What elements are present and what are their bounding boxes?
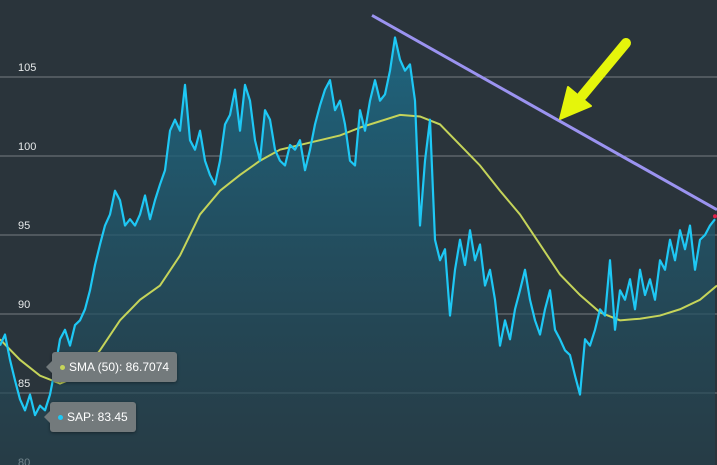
annotation-arrow-shaft <box>577 38 631 101</box>
last-point-marker <box>713 214 717 219</box>
y-tick-label: 105 <box>18 62 36 74</box>
sap-area <box>0 37 715 465</box>
sap-dot-icon <box>58 415 63 421</box>
tooltip-sma: SMA (50): 86.7074 <box>45 352 178 382</box>
y-tick-label: 95 <box>18 220 30 232</box>
annotation-arrow-head-icon <box>559 86 592 120</box>
y-tick-label: 85 <box>18 378 30 390</box>
y-tick-label: 90 <box>18 299 30 311</box>
sap-line <box>0 36 716 417</box>
tooltip-sma-text: SMA (50): 86.7074 <box>69 360 170 374</box>
tooltip-sap-text: SAP: 83.45 <box>67 410 128 424</box>
sma-dot-icon <box>60 365 65 371</box>
y-tick-label: 100 <box>18 141 36 153</box>
trendline <box>371 14 717 212</box>
tooltip-sap: SAP: 83.45 <box>44 402 136 432</box>
